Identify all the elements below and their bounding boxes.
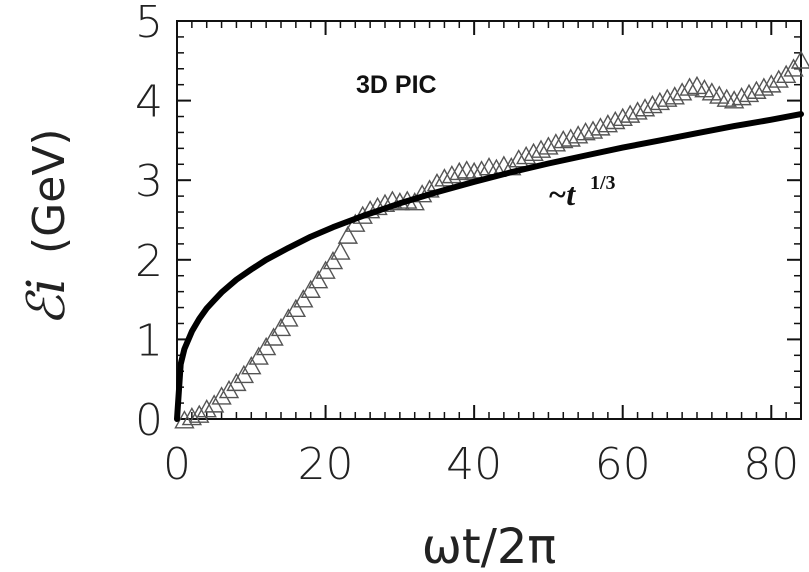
triangle-marker — [597, 114, 619, 133]
y-tick-label: 2 — [135, 236, 163, 287]
triangle-marker — [567, 125, 589, 144]
triangle-marker — [612, 107, 633, 127]
triangle-marker — [775, 64, 797, 84]
triangle-marker — [434, 168, 455, 187]
triangle-marker — [619, 104, 641, 123]
x-tick-label: 0 — [163, 439, 191, 490]
plot-frame — [176, 20, 802, 420]
y-axis-label-symbol: ℰi — [17, 278, 77, 326]
triangle-marker — [211, 386, 232, 405]
y-tick-label: 0 — [135, 395, 163, 446]
triangle-marker — [738, 83, 760, 103]
triangle-marker — [790, 50, 809, 69]
triangle-marker — [768, 69, 789, 88]
triangle-marker — [285, 298, 307, 318]
triangle-marker — [449, 161, 470, 181]
fit-annotation-exponent: 1/3 — [590, 172, 616, 194]
triangle-marker — [538, 136, 559, 155]
triangle-marker — [441, 164, 463, 184]
x-tick-label: 20 — [298, 439, 354, 490]
y-tick-label: 1 — [135, 315, 163, 366]
triangle-marker — [241, 356, 262, 375]
triangle-marker — [270, 317, 292, 337]
triangle-marker — [515, 145, 537, 165]
triangle-marker — [560, 128, 581, 147]
triangle-marker — [731, 86, 752, 106]
triangle-marker — [300, 279, 321, 298]
triangle-marker — [642, 94, 663, 114]
triangle-marker — [463, 161, 485, 181]
triangle-marker — [508, 149, 529, 168]
triangle-marker — [174, 410, 195, 429]
axis-ticks — [176, 20, 801, 420]
triangle-marker — [322, 250, 344, 270]
triangle-marker — [679, 77, 700, 96]
triangle-marker — [634, 98, 656, 117]
triangle-marker — [582, 120, 604, 139]
triangle-marker — [248, 346, 269, 365]
triangle-marker — [337, 225, 359, 244]
x-tick-label: 60 — [595, 439, 651, 490]
triangle-marker — [307, 270, 329, 289]
triangle-marker — [723, 90, 745, 109]
fit-curve-line — [174, 111, 804, 422]
triangle-marker — [575, 121, 596, 141]
triangle-marker — [605, 110, 626, 130]
triangle-marker — [263, 327, 284, 346]
triangle-marker — [530, 139, 552, 158]
simulation-annotation: 3D PIC — [356, 71, 437, 99]
fit-annotation: ~t — [548, 176, 576, 212]
x-axis-label: ωt/2π — [422, 519, 557, 572]
triangle-marker-series — [174, 50, 809, 429]
triangle-marker — [189, 404, 210, 423]
triangle-marker — [278, 308, 299, 327]
y-axis-label-unit: (GeV) — [24, 128, 75, 254]
triangle-marker — [746, 80, 767, 99]
triangle-marker — [590, 117, 611, 136]
triangle-marker — [330, 241, 351, 260]
triangle-marker — [523, 142, 544, 162]
triangle-marker — [753, 77, 775, 96]
triangle-marker — [545, 133, 567, 152]
x-tick-label: 80 — [743, 439, 799, 490]
triangle-marker — [293, 289, 314, 308]
triangle-marker — [664, 86, 685, 105]
triangle-marker — [627, 101, 648, 120]
triangle-marker — [649, 91, 671, 111]
triangle-marker — [671, 82, 693, 101]
triangle-marker — [657, 88, 678, 107]
triangle-marker — [255, 336, 277, 356]
y-tick-label: 4 — [135, 77, 163, 128]
triangle-marker — [315, 260, 336, 279]
y-tick-label: 5 — [135, 0, 163, 48]
triangle-marker — [553, 129, 574, 149]
axis-tick-labels: 0 20 40 60 80 0 1 2 3 4 5 — [135, 0, 799, 490]
triangle-marker — [196, 399, 217, 418]
triangle-marker — [181, 406, 203, 426]
y-tick-label: 3 — [135, 156, 163, 207]
x-tick-label: 40 — [446, 439, 502, 490]
y-axis-label: ℰi (GeV) — [17, 128, 77, 326]
triangle-marker — [218, 379, 240, 399]
triangle-marker — [761, 74, 782, 93]
